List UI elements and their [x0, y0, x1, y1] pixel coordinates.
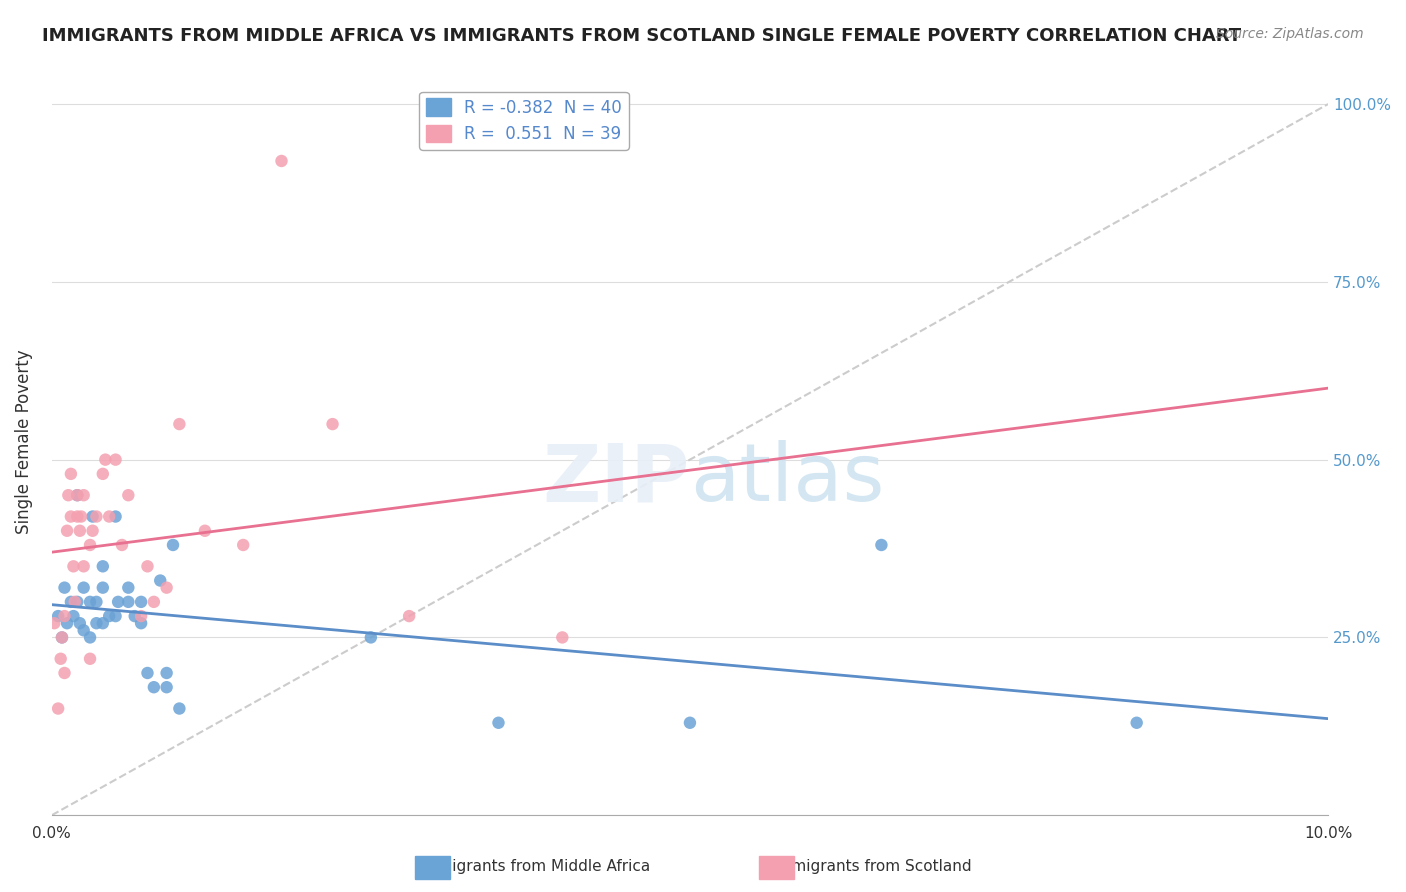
Point	[94, 452, 117, 467]
Point	[49, 652, 72, 666]
Point	[66, 488, 89, 502]
Point	[129, 609, 152, 624]
Point	[66, 488, 89, 502]
Point	[44, 616, 66, 631]
Point	[360, 631, 382, 645]
Point	[194, 524, 217, 538]
Point	[73, 559, 96, 574]
Point	[136, 665, 159, 680]
Point	[91, 616, 114, 631]
Point	[117, 581, 139, 595]
Point	[73, 581, 96, 595]
Point	[142, 680, 165, 694]
Point	[63, 595, 86, 609]
Point	[82, 524, 104, 538]
Point	[66, 509, 89, 524]
Text: Source: ZipAtlas.com: Source: ZipAtlas.com	[1216, 27, 1364, 41]
Point	[104, 509, 127, 524]
Point	[59, 509, 82, 524]
Point	[551, 631, 574, 645]
Legend: R = -0.382  N = 40, R =  0.551  N = 39: R = -0.382 N = 40, R = 0.551 N = 39	[419, 92, 628, 150]
Point	[117, 488, 139, 502]
Point	[232, 538, 254, 552]
Point	[53, 581, 76, 595]
Point	[98, 609, 121, 624]
Point	[56, 616, 79, 631]
Point	[51, 631, 73, 645]
Text: ZIP: ZIP	[543, 440, 690, 518]
Point	[169, 417, 191, 431]
Point	[91, 467, 114, 481]
Point	[62, 609, 84, 624]
Point	[86, 595, 108, 609]
Point	[129, 616, 152, 631]
Text: atlas: atlas	[690, 440, 884, 518]
Point	[398, 609, 420, 624]
Point	[51, 631, 73, 645]
Point	[322, 417, 344, 431]
Point	[79, 595, 101, 609]
Point	[79, 652, 101, 666]
Point	[69, 524, 91, 538]
Point	[86, 509, 108, 524]
Point	[149, 574, 172, 588]
Point	[270, 153, 292, 168]
Point	[111, 538, 134, 552]
Point	[129, 595, 152, 609]
Point	[91, 581, 114, 595]
Point	[156, 665, 179, 680]
Point	[124, 609, 146, 624]
Point	[156, 581, 179, 595]
Point	[59, 595, 82, 609]
Point	[58, 488, 80, 502]
Point	[46, 701, 69, 715]
Point	[73, 624, 96, 638]
Point	[56, 524, 79, 538]
Point	[117, 595, 139, 609]
Point	[73, 488, 96, 502]
Point	[53, 609, 76, 624]
Point	[104, 452, 127, 467]
Point	[142, 595, 165, 609]
Point	[870, 538, 893, 552]
Point	[162, 538, 184, 552]
Point	[91, 559, 114, 574]
Text: IMMIGRANTS FROM MIDDLE AFRICA VS IMMIGRANTS FROM SCOTLAND SINGLE FEMALE POVERTY : IMMIGRANTS FROM MIDDLE AFRICA VS IMMIGRA…	[42, 27, 1241, 45]
Point	[98, 509, 121, 524]
Point	[82, 509, 104, 524]
Point	[79, 631, 101, 645]
Point	[59, 467, 82, 481]
Point	[1125, 715, 1147, 730]
Text: Immigrants from Scotland: Immigrants from Scotland	[772, 859, 972, 874]
Point	[107, 595, 129, 609]
Point	[79, 538, 101, 552]
Point	[46, 609, 69, 624]
Point	[169, 701, 191, 715]
Point	[679, 715, 702, 730]
Point	[488, 715, 510, 730]
Y-axis label: Single Female Poverty: Single Female Poverty	[15, 350, 32, 534]
Point	[66, 595, 89, 609]
Point	[62, 559, 84, 574]
Point	[156, 680, 179, 694]
Point	[86, 616, 108, 631]
Text: Immigrants from Middle Africa: Immigrants from Middle Africa	[418, 859, 651, 874]
Point	[104, 609, 127, 624]
Point	[70, 509, 93, 524]
Point	[69, 616, 91, 631]
Point	[53, 665, 76, 680]
Point	[136, 559, 159, 574]
